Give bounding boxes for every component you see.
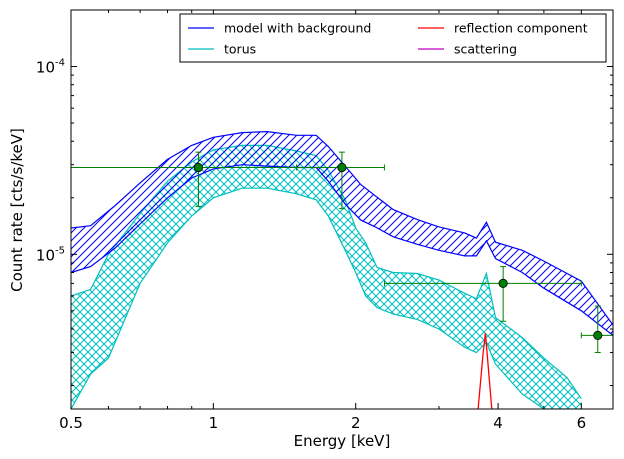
torus-band-fill — [71, 145, 582, 409]
model-with-background-lower-line — [71, 164, 613, 336]
data-point-2 — [498, 278, 508, 288]
y-tick-label-1: 10-4 — [36, 58, 65, 77]
legend: model with background reflection componen… — [179, 13, 607, 63]
y-tick-label-0: 10-5 — [36, 245, 65, 264]
x-tick-label-4: 6 — [577, 414, 587, 432]
legend-label-torus: torus — [224, 42, 256, 57]
x-tick-label-3: 4 — [493, 414, 503, 432]
x-tick-label-0: 0.5 — [59, 414, 83, 432]
axes-frame — [70, 9, 614, 410]
model-with-background-upper-line — [71, 130, 613, 326]
legend-box — [179, 13, 607, 63]
x-tick-label-2: 2 — [351, 414, 361, 432]
data-point-3 — [593, 330, 603, 340]
data-point-0 — [193, 162, 204, 173]
reflection-component-line — [477, 333, 493, 409]
plot-area — [71, 130, 613, 409]
axis-ticks: 0.5 1 2 4 6 10-5 10-4 — [36, 10, 614, 432]
x-axis-label: Energy [keV] — [294, 432, 391, 450]
torus-lower-line — [71, 187, 582, 409]
legend-label-scattering: scattering — [454, 42, 517, 57]
y-axis-label: Count rate [cts/s/keV] — [8, 128, 26, 292]
x-tick-label-1: 1 — [209, 414, 219, 432]
legend-label-reflection-component: reflection component — [454, 21, 588, 36]
legend-label-model-with-background: model with background — [224, 21, 371, 36]
data-point-1 — [337, 162, 347, 173]
